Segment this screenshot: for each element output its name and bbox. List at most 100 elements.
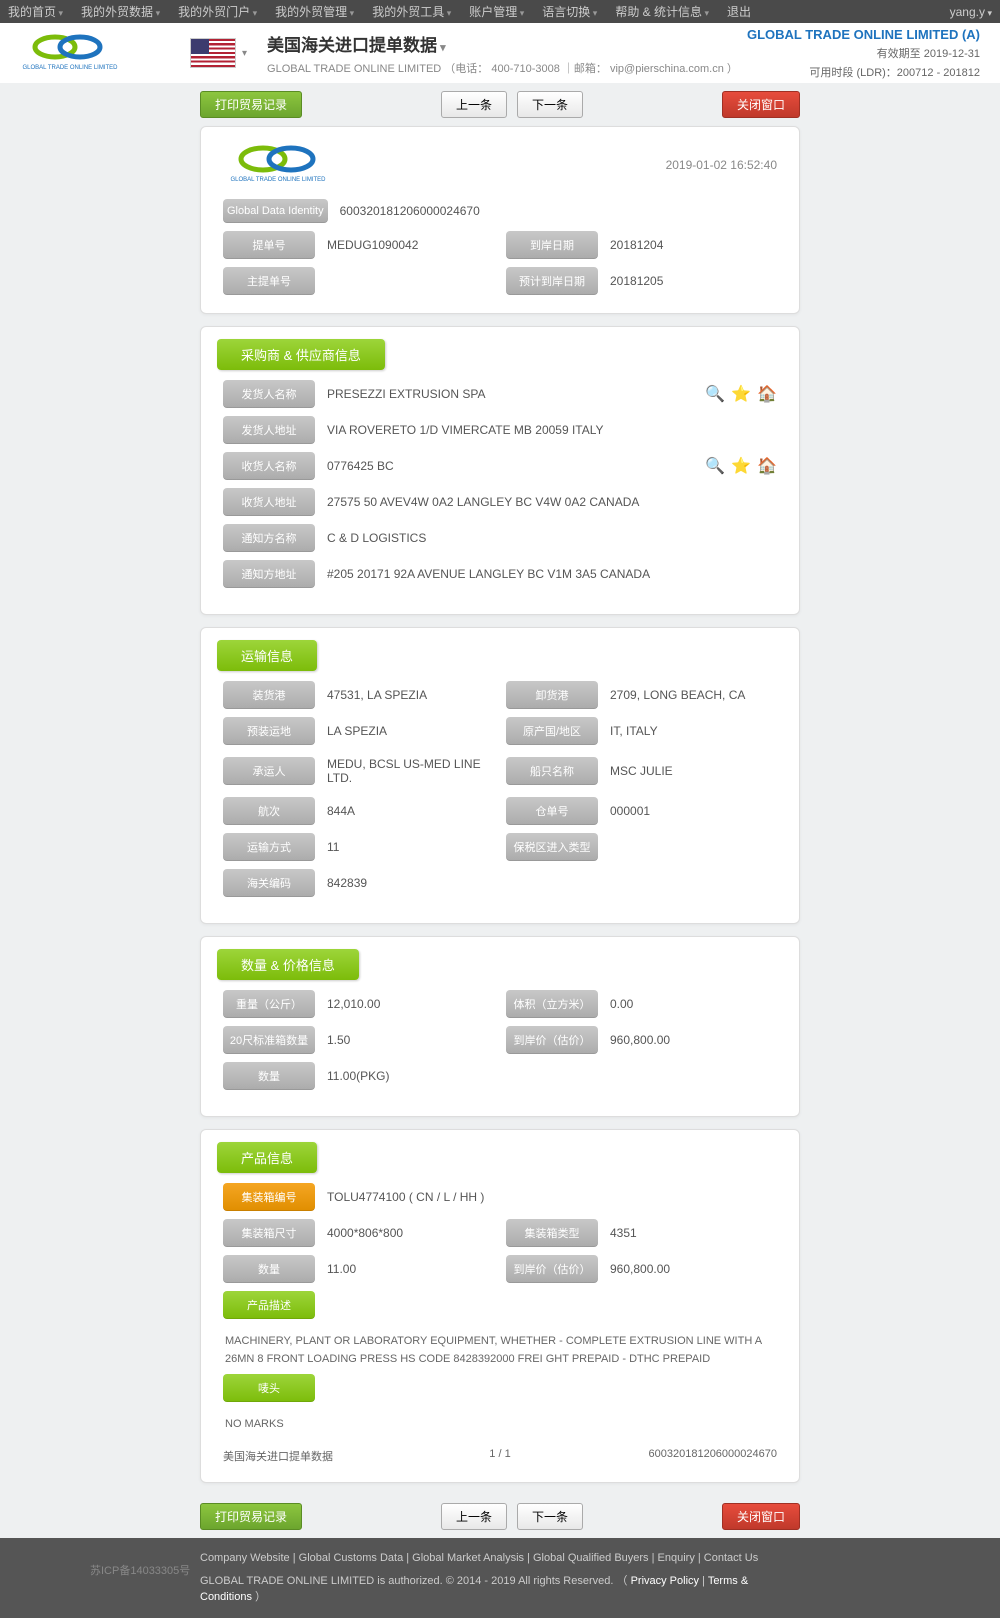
page-title[interactable]: 美国海关进口提单数据 [267,31,747,56]
container-type-label: 集装箱类型 [506,1219,598,1247]
notify-value: C & D LOGISTICS [327,527,777,549]
panel-identity: GLOBAL TRADE ONLINE LIMITED 2019-01-02 1… [200,126,800,314]
search-icon[interactable]: 🔍 [705,384,725,404]
consignee-addr-value: 27575 50 AVEV4W 0A2 LANGLEY BC V4W 0A2 C… [327,491,777,513]
nav-data[interactable]: 我的外贸数据 [81,3,160,20]
privacy-link[interactable]: Privacy Policy [631,1575,699,1587]
container-cif-label: 到岸价（估价） [506,1255,598,1283]
vessel-label: 船只名称 [506,757,598,785]
nav-manage[interactable]: 我的外贸管理 [275,3,354,20]
logo: GLOBAL TRADE ONLINE LIMITED [20,31,170,75]
country-flag[interactable] [190,38,236,68]
nav-home[interactable]: 我的首页 [8,3,63,20]
container-qty-label: 数量 [223,1255,315,1283]
nav-account[interactable]: 账户管理 [469,3,524,20]
hscode-value: 842839 [327,872,507,894]
ftz-label: 保税区进入类型 [506,833,598,861]
preload-label: 预装运地 [223,717,315,745]
notify-addr-label: 通知方地址 [223,560,315,588]
est-arrival-label: 预计到岸日期 [506,267,598,295]
notify-addr-value: #205 20171 92A AVENUE LANGLEY BC V1M 3A5… [327,563,777,585]
mode-label: 运输方式 [223,833,315,861]
footer-links[interactable]: Company Website | Global Customs Data | … [200,1552,800,1564]
prev-button-bottom[interactable]: 上一条 [441,1503,507,1530]
home-icon[interactable]: 🏠 [757,384,777,404]
teu-value: 1.50 [327,1029,494,1051]
product-title: 产品信息 [217,1142,317,1173]
origin-value: IT, ITALY [610,720,777,742]
master-bl-label: 主提单号 [223,267,315,295]
search-icon[interactable]: 🔍 [705,456,725,476]
nav-portal[interactable]: 我的外贸门户 [178,3,257,20]
print-button[interactable]: 打印贸易记录 [200,91,302,118]
master-bl-value [327,277,494,285]
company-name: GLOBAL TRADE ONLINE LIMITED (A) [747,27,980,42]
bl-label: 提单号 [223,231,315,259]
valid-until: 有效期至 2019-12-31 [747,45,980,61]
warehouse-label: 仓单号 [506,797,598,825]
notify-label: 通知方名称 [223,524,315,552]
star-icon[interactable]: ⭐ [731,456,751,476]
panel-transport: 运输信息 装货港47531, LA SPEZIA卸货港2709, LONG BE… [200,627,800,924]
warehouse-value: 000001 [610,800,777,822]
top-navbar: 我的首页 我的外贸数据 我的外贸门户 我的外贸管理 我的外贸工具 账户管理 语言… [0,0,1000,23]
foot-left: 美国海关进口提单数据 [223,1448,460,1464]
prev-button[interactable]: 上一条 [441,91,507,118]
disch-port-value: 2709, LONG BEACH, CA [610,684,777,706]
date-range: 可用时段 (LDR)：200712 - 201812 [747,64,980,80]
shipper-label: 发货人名称 [223,380,315,408]
mode-value: 11 [327,836,494,858]
teu-label: 20尺标准箱数量 [223,1026,315,1054]
container-qty-value: 11.00 [327,1258,494,1280]
print-button-bottom[interactable]: 打印贸易记录 [200,1503,302,1530]
page-subtitle: GLOBAL TRADE ONLINE LIMITED （电话： 400-710… [267,60,747,76]
load-port-value: 47531, LA SPEZIA [327,684,494,706]
load-port-label: 装货港 [223,681,315,709]
weight-value: 12,010.00 [327,993,494,1015]
flag-dropdown-icon[interactable]: ▾ [242,48,247,59]
copyright: GLOBAL TRADE ONLINE LIMITED is authorize… [200,1575,631,1587]
ftz-value [610,843,777,851]
shipper-addr-label: 发货人地址 [223,416,315,444]
parties-title: 采购商 & 供应商信息 [217,339,385,370]
close-button[interactable]: 关闭窗口 [722,91,800,118]
icp: 苏ICP备14033305号 [90,1562,190,1578]
container-size-label: 集装箱尺寸 [223,1219,315,1247]
consignee-value: 0776425 BC [327,455,693,477]
preload-value: LA SPEZIA [327,720,494,742]
nav-tools[interactable]: 我的外贸工具 [372,3,451,20]
next-button[interactable]: 下一条 [517,91,583,118]
panel-logo: GLOBAL TRADE ONLINE LIMITED [223,145,343,185]
consignee-addr-label: 收货人地址 [223,488,315,516]
panel-quantity: 数量 & 价格信息 重量（公斤）12,010.00体积（立方米）0.00 20尺… [200,936,800,1117]
nav-help[interactable]: 帮助 & 统计信息 [615,3,709,20]
marks-label: 唛头 [223,1374,315,1402]
transport-title: 运输信息 [217,640,317,671]
cif-label: 到岸价（估价） [506,1026,598,1054]
arrival-date-value: 20181204 [610,234,777,256]
panel-parties: 采购商 & 供应商信息 发货人名称PRESEZZI EXTRUSION SPA … [200,326,800,615]
container-no-label: 集装箱编号 [223,1183,315,1211]
nav-logout[interactable]: 退出 [727,3,751,20]
shipper-value: PRESEZZI EXTRUSION SPA [327,383,693,405]
next-button-bottom[interactable]: 下一条 [517,1503,583,1530]
header: GLOBAL TRADE ONLINE LIMITED ▾ 美国海关进口提单数据… [0,23,1000,83]
volume-label: 体积（立方米） [506,990,598,1018]
gdi-value: 600320181206000024670 [340,200,777,222]
home-icon[interactable]: 🏠 [757,456,777,476]
nav-lang[interactable]: 语言切换 [542,3,597,20]
star-icon[interactable]: ⭐ [731,384,751,404]
carrier-label: 承运人 [223,757,315,785]
panel-product: 产品信息 集装箱编号TOLU4774100 ( CN / L / HH ) 集装… [200,1129,800,1483]
svg-text:GLOBAL TRADE ONLINE LIMITED: GLOBAL TRADE ONLINE LIMITED [22,65,118,71]
qty-label: 数量 [223,1062,315,1090]
origin-label: 原产国/地区 [506,717,598,745]
foot-id: 600320181206000024670 [540,1448,777,1464]
footer: 苏ICP备14033305号 Company Website | Global … [0,1538,1000,1618]
foot-page: 1 / 1 [460,1448,540,1464]
quantity-title: 数量 & 价格信息 [217,949,359,980]
container-type-value: 4351 [610,1222,777,1244]
user-menu[interactable]: yang.y [950,5,992,19]
close-button-bottom[interactable]: 关闭窗口 [722,1503,800,1530]
hscode-label: 海关编码 [223,869,315,897]
